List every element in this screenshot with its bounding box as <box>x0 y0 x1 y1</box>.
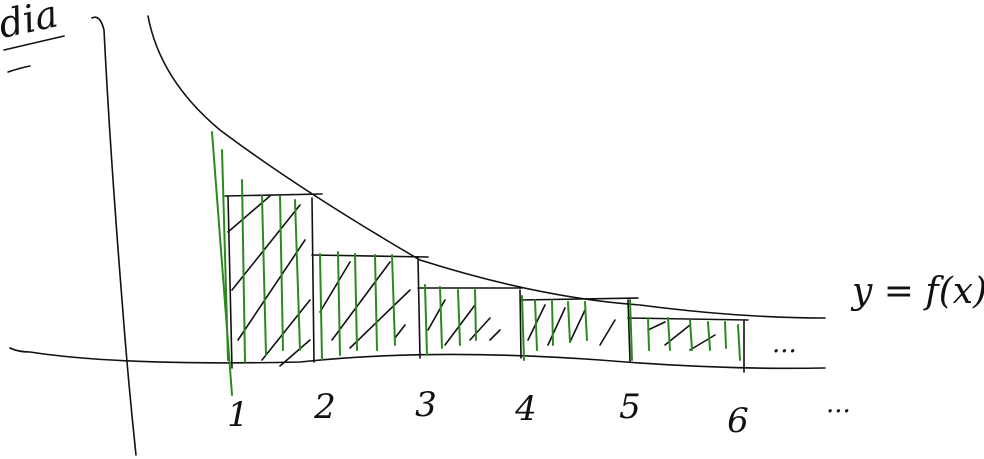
y-axis <box>92 17 136 455</box>
trail-right: ... <box>772 329 797 359</box>
curve <box>148 16 825 318</box>
x-label: 6 <box>727 401 749 441</box>
x-labels: 1 2 3 4 5 6 <box>227 385 749 441</box>
corner-text: dia <box>0 0 62 47</box>
x-label: 4 <box>514 389 537 429</box>
x-axis <box>10 348 825 368</box>
page: dia y = f(x) ... ... 1 2 3 4 5 6 (() => … <box>0 0 984 459</box>
x-label: 5 <box>619 387 641 427</box>
x-label: 3 <box>415 385 437 425</box>
trail-axis: ... <box>826 389 851 419</box>
x-label: 1 <box>227 395 249 435</box>
x-label: 2 <box>313 387 336 427</box>
curve-label: y = f(x) <box>850 271 984 312</box>
sketch: dia y = f(x) ... ... 1 2 3 4 5 6 <box>0 0 984 459</box>
